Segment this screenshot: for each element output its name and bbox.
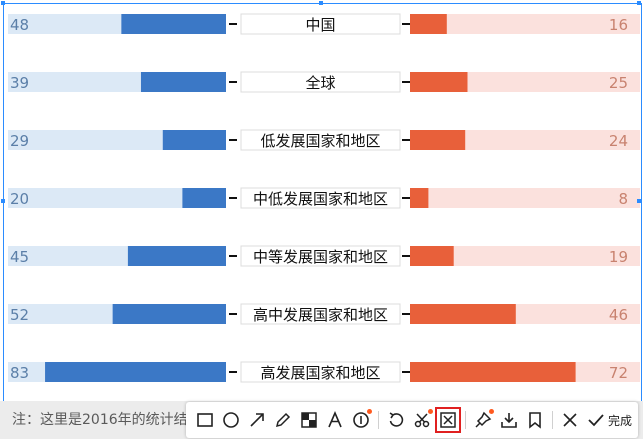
selection-handle-left[interactable] <box>1 199 5 203</box>
category-box <box>240 303 401 325</box>
scissors-icon <box>414 413 430 428</box>
category-box <box>240 245 401 267</box>
right-bar <box>410 304 516 324</box>
left-value-label: 45 <box>10 248 29 266</box>
left-bar <box>45 362 227 382</box>
left-bar <box>112 304 226 324</box>
left-bar <box>140 72 226 92</box>
left-value-label: 48 <box>10 16 29 34</box>
category-box <box>240 13 401 35</box>
done-label: 完成 <box>608 413 633 428</box>
category-label: 低发展国家和地区 <box>260 132 380 150</box>
right-track <box>410 188 640 208</box>
pin-tool[interactable] <box>471 408 495 432</box>
arrow-icon <box>250 413 264 427</box>
text-icon <box>328 410 342 428</box>
category-label: 中等发展国家和地区 <box>253 248 388 266</box>
right-bar <box>410 130 466 150</box>
ellipse-tool[interactable] <box>219 408 243 432</box>
pencil-tool[interactable] <box>271 408 295 432</box>
done-button[interactable]: 完成 <box>587 411 632 429</box>
screenshot-toolbar: 完成 <box>186 402 638 438</box>
check-icon <box>588 414 604 427</box>
text-tool[interactable] <box>323 408 347 432</box>
butterfly-chart: 中国 48 16 全球 39 25 低发展国家和地区 29 24 中低发展国家和地区 20 8 中等发展… <box>8 13 640 383</box>
ocr-tool[interactable] <box>435 407 461 433</box>
right-bar <box>410 246 454 266</box>
left-bar <box>127 246 226 266</box>
right-bar <box>410 188 429 208</box>
left-bar <box>182 188 226 208</box>
category-label: 高中发展国家和地区 <box>253 306 388 324</box>
close-icon <box>563 413 577 427</box>
right-value-label: 72 <box>609 364 628 382</box>
right-value-label: 24 <box>609 132 628 150</box>
category-label: 中国 <box>305 16 335 34</box>
category-box <box>240 71 401 93</box>
ellipse-icon <box>223 412 239 428</box>
category-label: 中低发展国家和地区 <box>253 190 388 208</box>
undo-tool[interactable] <box>384 408 408 432</box>
right-value-label: 19 <box>609 248 628 266</box>
toolbar-separator <box>378 411 379 429</box>
notification-dot <box>428 409 433 414</box>
category-label: 高发展国家和地区 <box>260 364 380 382</box>
left-value-label: 20 <box>10 190 29 208</box>
rectangle-icon <box>197 413 213 427</box>
selection-handle-right[interactable] <box>637 199 641 203</box>
number-marker-icon <box>353 412 369 428</box>
right-value-label: 46 <box>609 306 628 324</box>
right-track <box>410 14 640 34</box>
category-box <box>240 187 401 209</box>
left-value-label: 39 <box>10 74 29 92</box>
cancel-tool[interactable] <box>558 408 582 432</box>
selection-border <box>3 3 642 402</box>
notification-dot <box>489 409 494 414</box>
download-tool[interactable] <box>497 408 521 432</box>
undo-icon <box>389 412 404 427</box>
right-track <box>410 130 640 150</box>
mosaic-icon <box>301 412 317 428</box>
bookmark-icon <box>529 412 541 429</box>
pencil-icon <box>275 412 291 428</box>
scissors-tool[interactable] <box>410 408 434 432</box>
left-value-label: 29 <box>10 132 29 150</box>
ocr-icon <box>440 412 456 428</box>
left-value-label: 83 <box>10 364 29 382</box>
left-value-label: 52 <box>10 306 29 324</box>
right-bar <box>410 72 468 92</box>
arrow-tool[interactable] <box>245 408 269 432</box>
category-box <box>240 361 401 383</box>
selection-handle-top-right[interactable] <box>637 1 641 5</box>
selection-handle-top-left[interactable] <box>1 1 5 5</box>
selection-handle-top[interactable] <box>319 1 323 5</box>
category-label: 全球 <box>305 74 335 92</box>
toolbar-separator <box>465 411 466 429</box>
right-track <box>410 246 640 266</box>
right-value-label: 16 <box>609 16 628 34</box>
right-bar <box>410 14 447 34</box>
mosaic-tool[interactable] <box>297 408 321 432</box>
left-bar <box>121 14 226 34</box>
right-value-label: 8 <box>618 190 628 208</box>
toolbar-separator <box>552 411 553 429</box>
notification-dot <box>367 409 372 414</box>
pin-icon <box>475 411 492 428</box>
download-icon <box>501 413 517 428</box>
left-track <box>8 188 226 208</box>
number-marker-tool[interactable] <box>349 408 373 432</box>
category-box <box>240 129 401 151</box>
bookmark-tool[interactable] <box>523 408 547 432</box>
rectangle-tool[interactable] <box>193 408 217 432</box>
left-bar <box>162 130 226 150</box>
right-value-label: 25 <box>609 74 628 92</box>
right-bar <box>410 362 576 382</box>
